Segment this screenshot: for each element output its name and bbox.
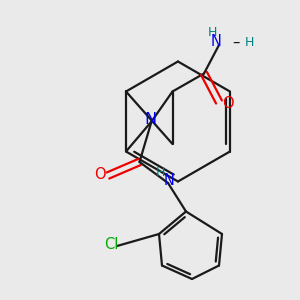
Text: N: N: [144, 112, 156, 128]
Text: N: N: [211, 34, 221, 50]
Text: H: H: [156, 166, 165, 179]
Text: –: –: [232, 34, 239, 50]
Text: O: O: [222, 96, 234, 111]
Text: H: H: [208, 26, 217, 39]
Text: N: N: [164, 173, 174, 188]
Text: H: H: [244, 35, 254, 49]
Text: O: O: [94, 167, 105, 182]
Text: Cl: Cl: [104, 237, 118, 252]
